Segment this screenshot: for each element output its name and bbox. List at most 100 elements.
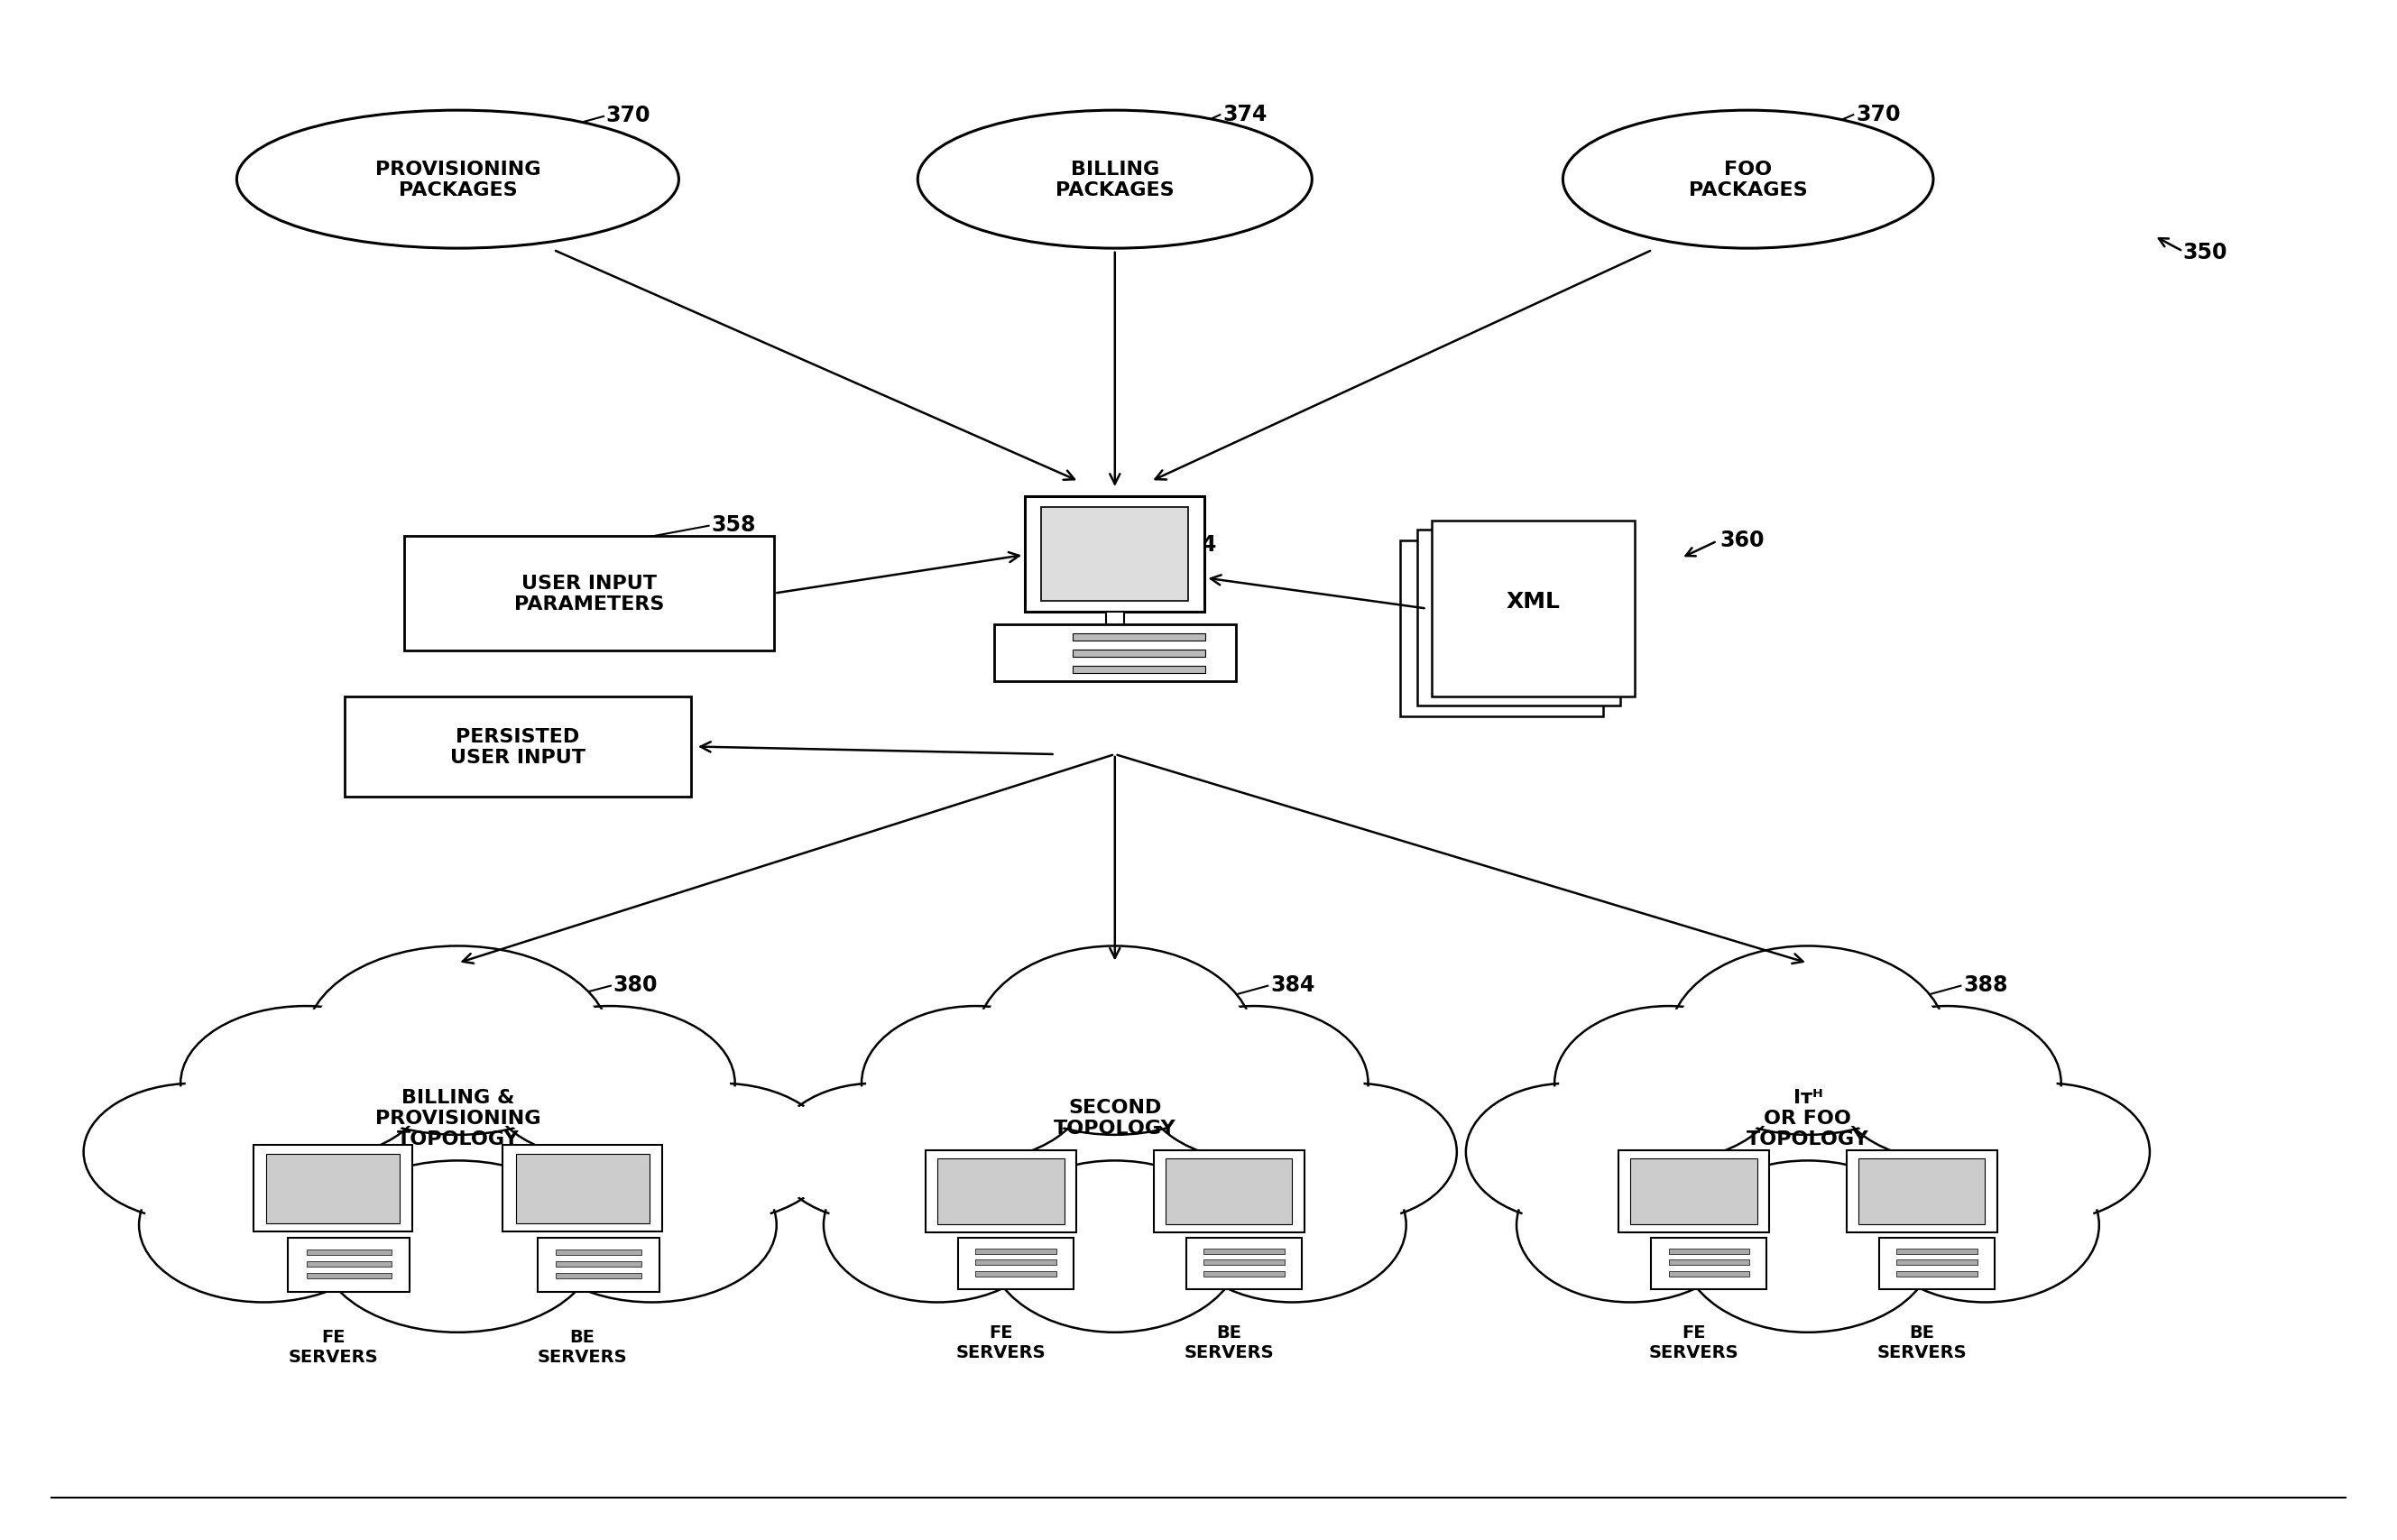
FancyBboxPatch shape bbox=[1040, 508, 1189, 602]
Ellipse shape bbox=[1563, 111, 1934, 249]
FancyBboxPatch shape bbox=[1071, 650, 1206, 658]
FancyBboxPatch shape bbox=[556, 1261, 640, 1267]
FancyBboxPatch shape bbox=[405, 536, 774, 651]
Text: SECOND
TOPOLOGY: SECOND TOPOLOGY bbox=[1055, 1098, 1177, 1138]
FancyBboxPatch shape bbox=[1203, 1249, 1285, 1254]
Text: BE
SERVERS: BE SERVERS bbox=[1877, 1323, 1966, 1360]
FancyBboxPatch shape bbox=[995, 624, 1237, 682]
Ellipse shape bbox=[1951, 1086, 2145, 1218]
Text: 370: 370 bbox=[606, 105, 650, 126]
FancyBboxPatch shape bbox=[254, 1146, 412, 1232]
Ellipse shape bbox=[312, 950, 604, 1132]
Ellipse shape bbox=[1467, 1084, 1668, 1221]
FancyBboxPatch shape bbox=[556, 1274, 640, 1278]
Text: 374: 374 bbox=[1222, 103, 1268, 125]
Ellipse shape bbox=[491, 1009, 731, 1158]
FancyBboxPatch shape bbox=[1153, 1150, 1304, 1232]
Ellipse shape bbox=[180, 1006, 429, 1161]
Ellipse shape bbox=[89, 1086, 302, 1218]
FancyBboxPatch shape bbox=[1896, 1272, 1978, 1277]
FancyBboxPatch shape bbox=[345, 698, 690, 796]
Ellipse shape bbox=[611, 1084, 832, 1221]
Text: 350: 350 bbox=[2184, 242, 2227, 263]
FancyBboxPatch shape bbox=[1668, 1260, 1750, 1266]
Text: BE
SERVERS: BE SERVERS bbox=[1184, 1323, 1273, 1360]
Ellipse shape bbox=[772, 1084, 976, 1221]
FancyBboxPatch shape bbox=[959, 1238, 1074, 1289]
Ellipse shape bbox=[1258, 1086, 1453, 1218]
FancyBboxPatch shape bbox=[1203, 1260, 1285, 1266]
Ellipse shape bbox=[1668, 946, 1946, 1135]
Ellipse shape bbox=[825, 1147, 1052, 1303]
FancyBboxPatch shape bbox=[937, 1158, 1064, 1224]
Text: BE
SERVERS: BE SERVERS bbox=[537, 1327, 628, 1364]
Ellipse shape bbox=[1946, 1084, 2150, 1221]
Ellipse shape bbox=[84, 1084, 304, 1221]
Text: FOO
PACKAGES: FOO PACKAGES bbox=[1690, 160, 1807, 200]
Text: FE
SERVERS: FE SERVERS bbox=[956, 1323, 1045, 1360]
FancyBboxPatch shape bbox=[1026, 497, 1203, 613]
FancyBboxPatch shape bbox=[307, 1261, 391, 1267]
FancyBboxPatch shape bbox=[1203, 1272, 1285, 1277]
Ellipse shape bbox=[1673, 950, 1942, 1132]
Ellipse shape bbox=[527, 1147, 777, 1303]
FancyBboxPatch shape bbox=[976, 1260, 1057, 1266]
Text: 360: 360 bbox=[1719, 530, 1764, 551]
FancyBboxPatch shape bbox=[1431, 521, 1635, 698]
Ellipse shape bbox=[532, 1150, 772, 1300]
Ellipse shape bbox=[1838, 1009, 2057, 1158]
Ellipse shape bbox=[487, 1006, 736, 1161]
FancyBboxPatch shape bbox=[976, 1249, 1057, 1254]
FancyBboxPatch shape bbox=[1417, 530, 1620, 707]
Ellipse shape bbox=[865, 1009, 1086, 1158]
Ellipse shape bbox=[324, 1164, 590, 1329]
FancyBboxPatch shape bbox=[1652, 1238, 1767, 1289]
Ellipse shape bbox=[185, 1009, 424, 1158]
FancyBboxPatch shape bbox=[1071, 634, 1206, 641]
FancyBboxPatch shape bbox=[1105, 613, 1124, 625]
Ellipse shape bbox=[1182, 1150, 1402, 1300]
Ellipse shape bbox=[1680, 1161, 1934, 1332]
Ellipse shape bbox=[319, 1161, 597, 1332]
Ellipse shape bbox=[1254, 1084, 1457, 1221]
Ellipse shape bbox=[1141, 1006, 1369, 1161]
Ellipse shape bbox=[1469, 1086, 1664, 1218]
FancyBboxPatch shape bbox=[1896, 1249, 1978, 1254]
Ellipse shape bbox=[1517, 1147, 1745, 1303]
Ellipse shape bbox=[1558, 1009, 1779, 1158]
Text: BILLING &
PROVISIONING
TOPOLOGY: BILLING & PROVISIONING TOPOLOGY bbox=[374, 1087, 542, 1147]
FancyBboxPatch shape bbox=[1879, 1238, 1994, 1289]
Text: 370: 370 bbox=[1855, 103, 1901, 125]
FancyBboxPatch shape bbox=[1618, 1150, 1769, 1232]
FancyBboxPatch shape bbox=[556, 1249, 640, 1255]
Ellipse shape bbox=[992, 1164, 1237, 1329]
Ellipse shape bbox=[976, 946, 1254, 1135]
Ellipse shape bbox=[1179, 1147, 1407, 1303]
Ellipse shape bbox=[614, 1086, 827, 1218]
Text: 380: 380 bbox=[614, 973, 657, 995]
FancyBboxPatch shape bbox=[1668, 1249, 1750, 1254]
Ellipse shape bbox=[861, 1006, 1091, 1161]
Ellipse shape bbox=[1834, 1006, 2061, 1161]
FancyBboxPatch shape bbox=[1165, 1158, 1292, 1224]
FancyBboxPatch shape bbox=[1071, 667, 1206, 673]
Text: FE
SERVERS: FE SERVERS bbox=[1649, 1323, 1738, 1360]
Text: PROVISIONING
PACKAGES: PROVISIONING PACKAGES bbox=[374, 160, 542, 200]
FancyBboxPatch shape bbox=[307, 1249, 391, 1255]
Text: PERSISTED
USER INPUT: PERSISTED USER INPUT bbox=[451, 727, 585, 767]
FancyBboxPatch shape bbox=[1846, 1150, 1997, 1232]
Text: 384: 384 bbox=[1270, 973, 1314, 995]
Ellipse shape bbox=[988, 1161, 1242, 1332]
FancyBboxPatch shape bbox=[503, 1146, 662, 1232]
Text: 358: 358 bbox=[712, 514, 755, 536]
FancyBboxPatch shape bbox=[976, 1272, 1057, 1277]
Ellipse shape bbox=[1146, 1009, 1364, 1158]
Text: 388: 388 bbox=[1963, 973, 2009, 995]
FancyBboxPatch shape bbox=[1400, 541, 1604, 718]
FancyBboxPatch shape bbox=[307, 1274, 391, 1278]
FancyBboxPatch shape bbox=[1630, 1158, 1757, 1224]
Ellipse shape bbox=[980, 950, 1249, 1132]
Ellipse shape bbox=[237, 111, 678, 249]
Ellipse shape bbox=[139, 1147, 388, 1303]
Ellipse shape bbox=[1685, 1164, 1930, 1329]
